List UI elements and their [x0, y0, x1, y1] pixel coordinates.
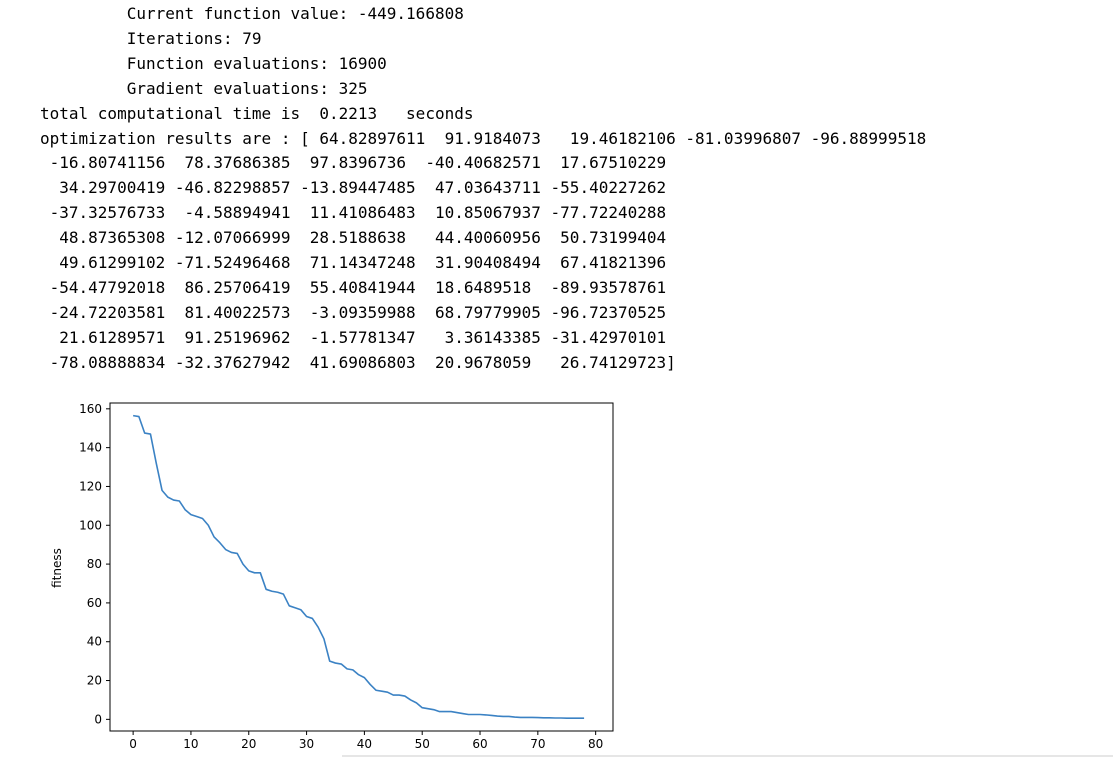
y-tick-label: 120: [79, 479, 102, 493]
y-tick-label: 140: [79, 441, 102, 455]
bottom-divider: [342, 755, 1113, 757]
y-tick-label: 60: [87, 596, 102, 610]
output-line: 21.61289571 91.25196962 -1.57781347 3.36…: [40, 327, 667, 347]
y-tick-label: 160: [79, 402, 102, 416]
output-line: -16.80741156 78.37686385 97.8396736 -40.…: [40, 153, 667, 173]
output-line: Gradient evaluations: 325: [40, 78, 368, 98]
x-tick-label: 40: [357, 737, 372, 751]
output-line: -54.47792018 86.25706419 55.40841944 18.…: [40, 277, 667, 297]
output-line: total computational time is 0.2213 secon…: [40, 103, 474, 123]
output-line: Function evaluations: 16900: [40, 53, 387, 73]
output-line: 49.61299102 -71.52496468 71.14347248 31.…: [40, 253, 667, 273]
y-tick-label: 40: [87, 635, 102, 649]
y-tick-label: 80: [87, 557, 102, 571]
output-line: -24.72203581 81.40022573 -3.09359988 68.…: [40, 302, 667, 322]
output-line: 34.29700419 -46.82298857 -13.89447485 47…: [40, 178, 667, 198]
console-output: Current function value: -449.166808 Iter…: [40, 2, 926, 376]
x-axis-ticks: 0 10 20 30 40 50 60 70 80: [129, 731, 603, 751]
output-line: optimization results are : [ 64.82897611…: [40, 128, 927, 148]
x-tick-label: 70: [530, 737, 545, 751]
x-tick-label: 10: [183, 737, 198, 751]
x-tick-label: 20: [241, 737, 256, 751]
output-line: Iterations: 79: [40, 28, 262, 48]
x-tick-label: 0: [129, 737, 137, 751]
output-line: Current function value: -449.166808: [40, 4, 464, 23]
y-tick-label: 20: [87, 674, 102, 688]
y-axis-ticks: 0 20 40 60 80 100 120 140 160: [79, 402, 110, 726]
fitness-line-chart: 0 10 20 30 40 50 60 70 80 020406080100120140160 …: [50, 402, 614, 751]
x-tick-label: 80: [588, 737, 603, 751]
y-tick-label: 0: [94, 712, 102, 726]
x-tick-label: 30: [299, 737, 314, 751]
x-tick-label: 50: [415, 737, 430, 751]
output-line: 48.87365308 -12.07066999 28.5188638 44.4…: [40, 228, 667, 248]
output-line: -37.32576733 -4.58894941 11.41086483 10.…: [40, 203, 667, 223]
output-line: -78.08888834 -32.37627942 41.69086803 20…: [40, 352, 676, 372]
fitness-series-line: [132, 414, 585, 719]
y-axis-label: fitness: [50, 548, 64, 588]
x-tick-label: 60: [472, 737, 487, 751]
plot-area: [109, 402, 614, 732]
y-tick-label: 100: [79, 518, 102, 532]
